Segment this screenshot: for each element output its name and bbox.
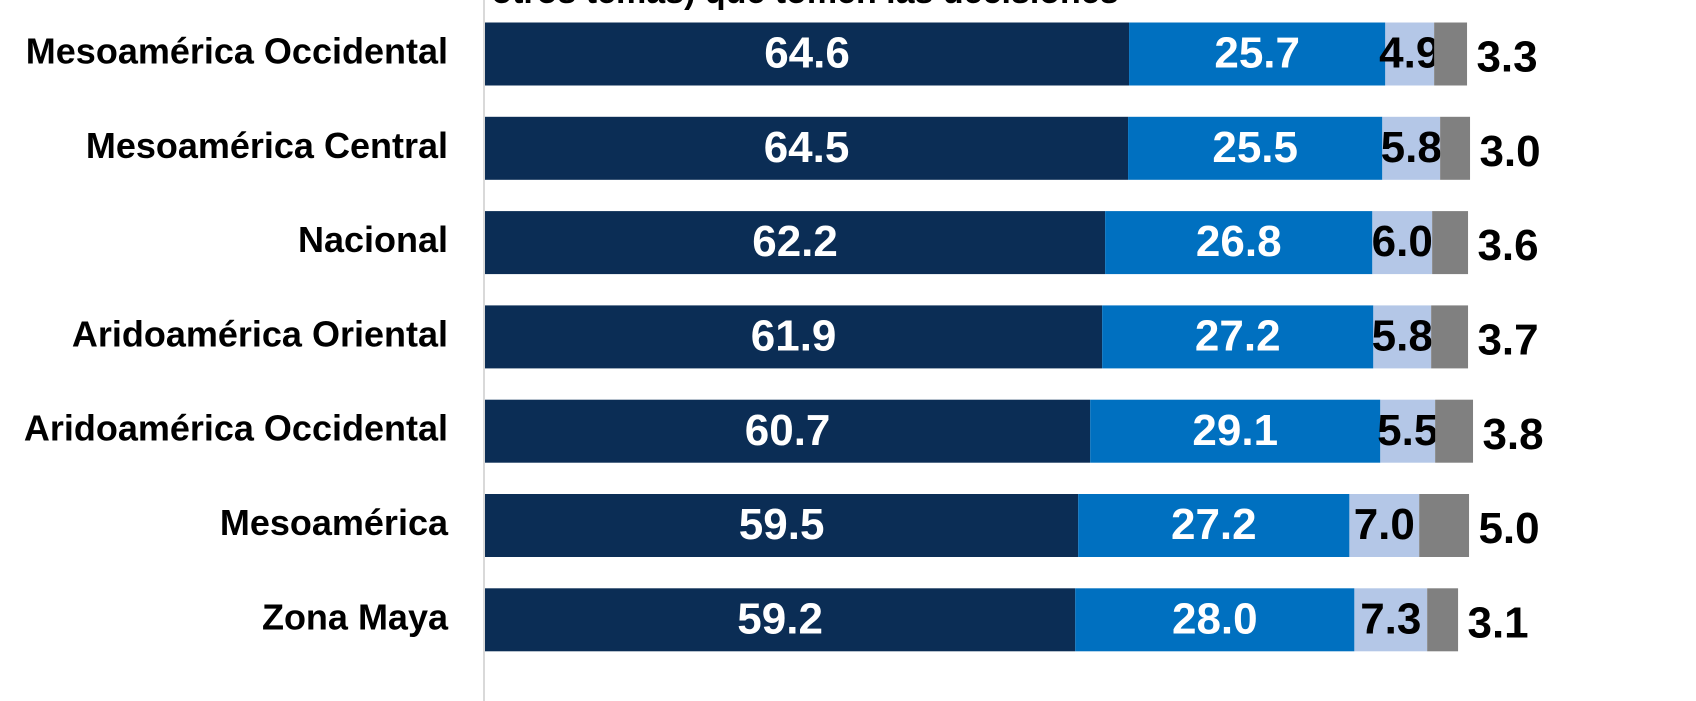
bar-segment xyxy=(1372,211,1433,275)
bar-segment xyxy=(1128,116,1383,180)
bar-segment xyxy=(1349,494,1420,557)
value-label: 4.9 xyxy=(1379,29,1440,78)
value-label: 5.0 xyxy=(1478,504,1539,553)
bar-segment xyxy=(1435,399,1474,463)
category-label: Aridoamérica Occidental xyxy=(24,408,448,449)
category-label: Aridoamérica Oriental xyxy=(72,313,448,354)
bar-segment xyxy=(1078,494,1350,557)
bar-segment xyxy=(485,588,1076,652)
bar-segment xyxy=(1090,399,1381,463)
bar-segment xyxy=(1419,494,1470,557)
chart-title: otros temas) que tomen las decisiones xyxy=(491,0,1118,11)
value-label: 25.5 xyxy=(1212,123,1298,172)
bar-segment xyxy=(485,211,1106,275)
bar-segment xyxy=(1129,22,1386,86)
bar-segment xyxy=(1102,305,1374,369)
value-label: 5.8 xyxy=(1381,123,1442,172)
value-label: 60.7 xyxy=(745,406,831,455)
value-label: 6.0 xyxy=(1372,217,1433,266)
bar-segment xyxy=(485,305,1103,369)
value-label: 64.5 xyxy=(764,123,850,172)
value-label: 61.9 xyxy=(751,312,837,361)
value-label: 29.1 xyxy=(1192,406,1278,455)
bar-segment xyxy=(1382,116,1441,180)
value-label: 3.0 xyxy=(1479,127,1540,176)
value-label: 27.2 xyxy=(1171,500,1257,549)
value-label: 3.7 xyxy=(1477,316,1538,365)
bar-segment xyxy=(1434,22,1468,86)
value-label: 3.3 xyxy=(1476,33,1537,82)
category-label: Mesoamérica Occidental xyxy=(26,31,448,72)
value-label: 59.5 xyxy=(739,500,825,549)
value-label: 7.3 xyxy=(1360,594,1421,643)
bar-segment xyxy=(1440,116,1471,180)
value-label: 5.5 xyxy=(1377,406,1438,455)
category-label: Mesoamérica xyxy=(220,502,449,543)
bar-segment xyxy=(485,22,1130,86)
bar-segment xyxy=(1385,22,1435,86)
bar-segment xyxy=(1431,305,1469,369)
bar-segment xyxy=(1075,588,1355,652)
value-label: 62.2 xyxy=(752,217,838,266)
bar-segment xyxy=(485,399,1091,463)
bar-segment xyxy=(485,494,1079,557)
bar-segment xyxy=(1432,211,1469,275)
value-label: 3.6 xyxy=(1477,221,1538,270)
bar-segment xyxy=(485,116,1129,180)
value-label: 26.8 xyxy=(1196,217,1282,266)
bar-segment xyxy=(1427,588,1459,652)
value-label: 3.1 xyxy=(1467,598,1528,647)
value-label: 27.2 xyxy=(1195,312,1281,361)
value-label: 64.6 xyxy=(764,29,850,78)
value-label: 3.8 xyxy=(1482,410,1543,459)
category-label: Mesoamérica Central xyxy=(86,125,448,166)
bar-segment xyxy=(1373,305,1432,369)
category-label: Nacional xyxy=(298,219,448,260)
value-label: 25.7 xyxy=(1214,29,1300,78)
value-label: 59.2 xyxy=(737,594,823,643)
bar-segment xyxy=(1380,399,1436,463)
value-label: 5.8 xyxy=(1372,312,1433,361)
value-label: 7.0 xyxy=(1354,500,1415,549)
value-label: 28.0 xyxy=(1172,594,1258,643)
category-label: Zona Maya xyxy=(262,596,449,637)
bar-segment xyxy=(1105,211,1373,275)
bar-segment xyxy=(1354,588,1428,652)
